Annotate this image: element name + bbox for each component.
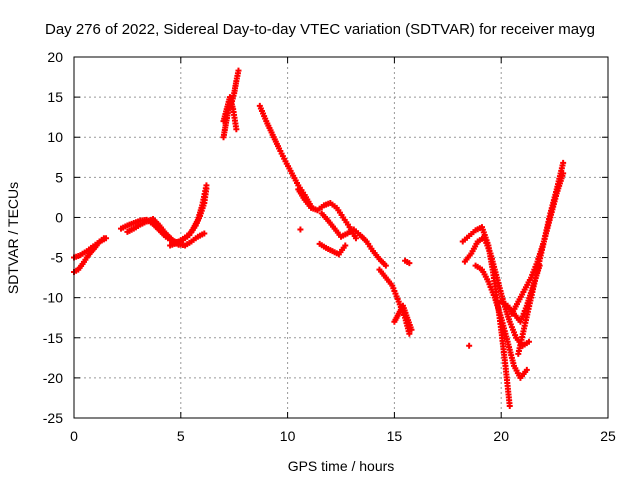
x-axis-label: GPS time / hours xyxy=(288,458,395,474)
series-arc-18 xyxy=(472,262,530,381)
data-point xyxy=(523,366,530,373)
data-point xyxy=(201,230,208,237)
data-point xyxy=(408,326,415,333)
series-arc-8 xyxy=(220,94,240,133)
data-point xyxy=(406,260,413,267)
series-arc-2 xyxy=(71,235,110,261)
y-tick-label: 10 xyxy=(47,129,63,145)
data-point xyxy=(352,235,359,242)
x-tick-label: 0 xyxy=(70,428,78,444)
data-point xyxy=(233,126,240,133)
data-points xyxy=(71,67,567,409)
series-arc-11 xyxy=(318,210,389,269)
y-tick-label: 0 xyxy=(55,209,63,225)
series-arc-21 xyxy=(498,262,543,325)
y-tick-label: -5 xyxy=(51,250,64,266)
data-point xyxy=(525,338,532,345)
y-tick-label: -20 xyxy=(43,370,63,386)
data-point xyxy=(382,262,389,269)
data-point xyxy=(506,402,513,409)
data-point xyxy=(536,262,543,269)
data-point xyxy=(560,159,567,166)
data-point xyxy=(406,330,413,337)
data-point xyxy=(466,342,473,349)
y-tick-label: 20 xyxy=(47,49,63,65)
x-tick-label: 5 xyxy=(177,428,185,444)
data-point xyxy=(103,235,110,242)
series-arc-15 xyxy=(297,226,473,349)
x-tick-label: 20 xyxy=(493,428,509,444)
data-point xyxy=(560,170,567,177)
x-tick-label: 25 xyxy=(600,428,616,444)
data-point xyxy=(203,185,210,192)
plot-border xyxy=(73,56,609,419)
x-tick-label: 15 xyxy=(387,428,403,444)
series-arc-10 xyxy=(295,186,359,242)
series-arc-17 xyxy=(461,234,532,349)
data-point xyxy=(297,226,304,233)
y-tick-label: -25 xyxy=(43,410,63,426)
y-tick-label: 15 xyxy=(47,89,63,105)
y-tick-label: 5 xyxy=(55,169,63,185)
chart-title: Day 276 of 2022, Sidereal Day-to-day VTE… xyxy=(45,21,595,38)
data-point xyxy=(235,67,242,74)
y-tick-label: -10 xyxy=(43,290,63,306)
x-tick-label: 10 xyxy=(280,428,296,444)
series-arc-4 xyxy=(124,216,208,249)
series-arc-6 xyxy=(169,185,210,247)
tick-labels: 0 5 10 15 20 25 -25 -20 -15 -10 -5 0 5 10 15 20 xyxy=(43,49,616,444)
y-tick-label: -15 xyxy=(43,330,63,346)
series-arc-14 xyxy=(391,302,415,333)
series-arc-12 xyxy=(316,240,349,258)
y-axis-label: SDTVAR / TECUs xyxy=(5,182,21,294)
data-point xyxy=(342,242,349,249)
